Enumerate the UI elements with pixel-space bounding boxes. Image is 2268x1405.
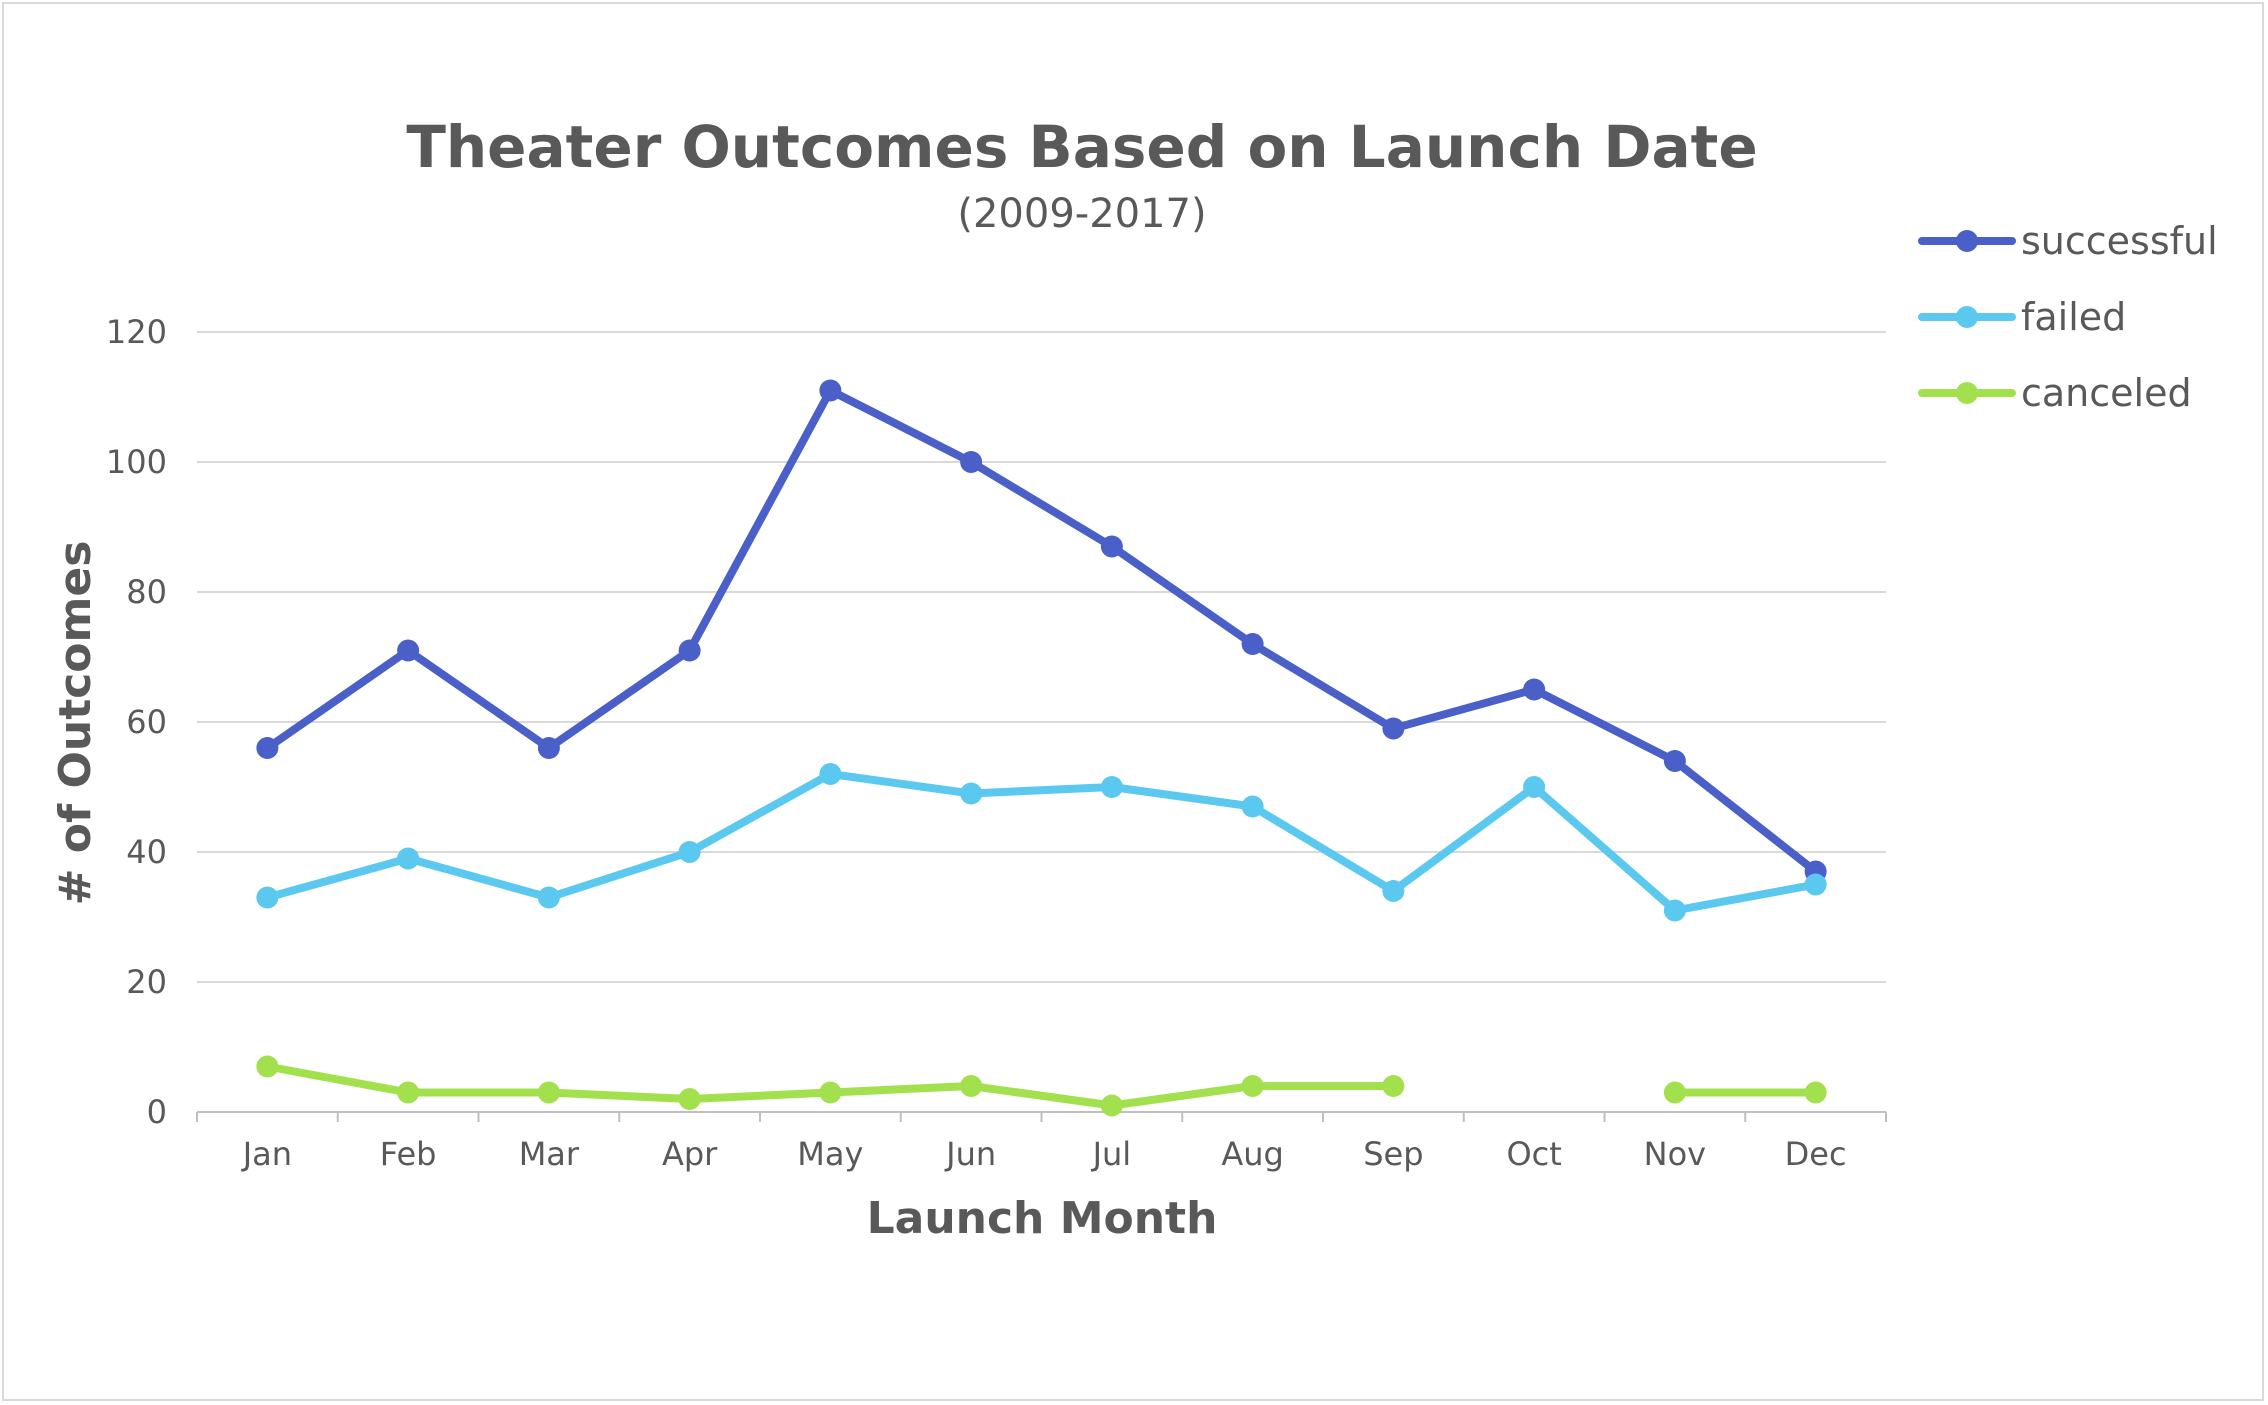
successful-line xyxy=(263,386,1820,876)
successful-point-mar xyxy=(537,737,560,759)
legend-item-canceled: canceled xyxy=(1918,371,2192,415)
canceled-point-nov xyxy=(1663,1081,1686,1104)
gridlines xyxy=(197,331,1886,983)
y-tick-labels: 0 20 40 60 80 100 120 xyxy=(106,313,167,1131)
chart-title: Theater Outcomes Based on Launch Date xyxy=(406,113,1757,181)
y-tick-label: 100 xyxy=(106,443,167,481)
x-tick-label-mar: Mar xyxy=(519,1135,580,1173)
failed-point-sep xyxy=(1382,880,1405,902)
series-successful xyxy=(256,379,1827,883)
axes xyxy=(196,1111,1887,1122)
legend-item-successful: successful xyxy=(1918,219,2218,263)
successful-point-nov xyxy=(1663,750,1686,772)
y-tick-label: 20 xyxy=(126,963,167,1001)
failed-point-jan xyxy=(256,886,279,909)
successful-point-jul xyxy=(1100,535,1123,558)
successful-point-feb xyxy=(397,639,420,662)
canceled-point-dec xyxy=(1804,1081,1827,1104)
failed-point-oct xyxy=(1523,776,1546,798)
failed-point-jun xyxy=(960,782,983,805)
x-tick-label-sep: Sep xyxy=(1363,1135,1423,1173)
x-tick-label-dec: Dec xyxy=(1785,1135,1847,1173)
x-axis-title: Launch Month xyxy=(867,1193,1218,1244)
chart-subtitle: (2009-2017) xyxy=(957,191,1206,237)
canceled-point-aug xyxy=(1241,1075,1264,1097)
series-canceled xyxy=(256,1055,1827,1117)
x-tick-label-oct: Oct xyxy=(1506,1135,1561,1173)
y-tick-label: 80 xyxy=(126,573,167,611)
series-failed xyxy=(256,763,1827,922)
legend-item-failed: failed xyxy=(1918,295,2126,339)
canceled-point-sep xyxy=(1382,1075,1405,1097)
y-tick-label: 0 xyxy=(147,1093,167,1131)
failed-point-apr xyxy=(678,841,701,863)
canceled-point-mar xyxy=(537,1081,560,1104)
legend: successful failed canceled xyxy=(1918,219,2218,415)
x-tick-label-jun: Jun xyxy=(944,1135,996,1173)
successful-point-jun xyxy=(960,451,983,473)
failed-point-dec xyxy=(1804,873,1827,896)
canceled-point-feb xyxy=(397,1081,420,1104)
x-tick-label-nov: Nov xyxy=(1644,1135,1706,1173)
successful-point-sep xyxy=(1382,717,1405,740)
x-tick-label-may: May xyxy=(797,1135,863,1173)
y-tick-label: 40 xyxy=(126,833,167,871)
canceled-point-jul xyxy=(1100,1094,1123,1117)
failed-line xyxy=(263,770,1820,915)
successful-point-apr xyxy=(678,639,701,662)
x-tick-label-jul: Jul xyxy=(1091,1135,1132,1173)
canceled-point-jun xyxy=(960,1075,983,1097)
failed-point-jul xyxy=(1100,776,1123,798)
successful-point-jan xyxy=(256,737,279,759)
successful-point-oct xyxy=(1523,678,1546,701)
y-tick-label: 60 xyxy=(126,703,167,741)
failed-point-mar xyxy=(537,886,560,909)
series-lines xyxy=(256,379,1827,1117)
legend-swatch-marker xyxy=(1956,230,1978,252)
successful-point-aug xyxy=(1241,633,1264,655)
legend-swatch-marker xyxy=(1956,306,1978,328)
legend-label: canceled xyxy=(2021,371,2192,415)
x-tick-label-apr: Apr xyxy=(662,1135,718,1173)
x-tick-labels: Jan Feb Mar Apr May Jun Jul Aug Sep Oct Nov Dec xyxy=(241,1135,1847,1173)
x-tick-label-feb: Feb xyxy=(380,1135,437,1173)
failed-point-nov xyxy=(1663,899,1686,922)
legend-label: successful xyxy=(2021,219,2218,263)
failed-point-feb xyxy=(397,847,420,870)
legend-swatch-marker xyxy=(1956,382,1978,404)
y-axis-title: # of Outcomes xyxy=(50,541,101,906)
canceled-point-apr xyxy=(678,1088,701,1110)
x-tick-label-aug: Aug xyxy=(1221,1135,1283,1173)
x-tick-label-jan: Jan xyxy=(241,1135,292,1173)
failed-point-may xyxy=(819,763,842,785)
canceled-point-jan xyxy=(256,1055,279,1078)
failed-point-aug xyxy=(1241,795,1264,818)
y-tick-label: 120 xyxy=(106,313,167,351)
canceled-point-may xyxy=(819,1081,842,1104)
legend-label: failed xyxy=(2021,295,2126,339)
successful-point-may xyxy=(819,379,842,402)
